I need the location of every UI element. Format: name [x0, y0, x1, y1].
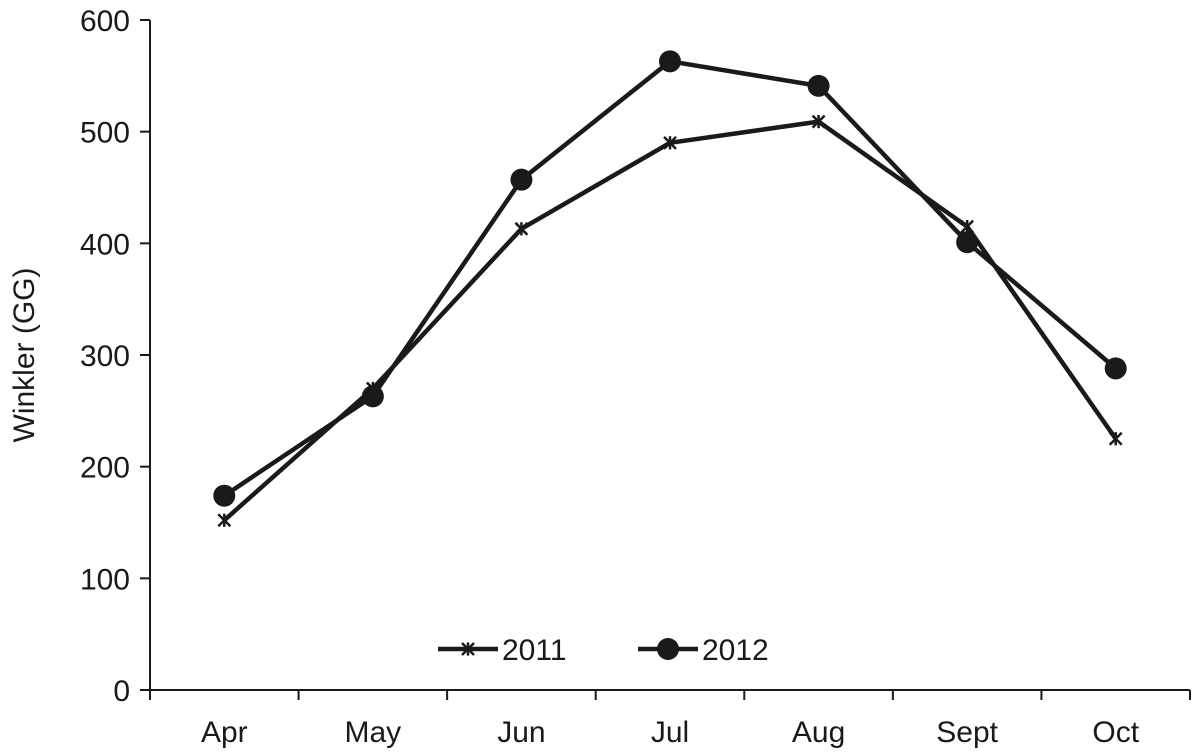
y-tick-label: 400	[80, 228, 130, 261]
x-tick-label: Jul	[651, 716, 689, 749]
data-point-2011	[663, 135, 677, 150]
y-tick-label: 100	[80, 563, 130, 596]
x-tick-label: May	[345, 716, 402, 749]
legend-marker-asterisk	[461, 642, 475, 656]
data-point-2012	[213, 484, 236, 507]
data-point-2011	[811, 114, 826, 129]
series-line-2012	[223, 59, 1118, 498]
y-tick-label: 0	[113, 675, 130, 708]
series-layer	[213, 50, 1127, 528]
data-point-2012	[510, 168, 533, 191]
x-tick-label: Sept	[936, 716, 998, 749]
y-axis-title: Winkler (GG)	[8, 268, 41, 443]
data-point-2011	[217, 513, 232, 528]
legend-entry-2012: 2012	[638, 634, 769, 667]
y-tick-label: 300	[80, 340, 130, 373]
legend-label: 2012	[702, 634, 769, 667]
legend: 2011 2012	[438, 634, 769, 667]
data-point-2012	[956, 231, 979, 254]
data-point-2012	[1104, 357, 1127, 380]
legend-entry-2011: 2011	[438, 634, 567, 667]
legend-marker-circle	[657, 638, 679, 660]
series-line-2011	[222, 119, 1118, 522]
x-tick-label: Jun	[497, 716, 545, 749]
data-point-2012	[361, 385, 384, 408]
data-point-2012	[807, 74, 830, 97]
data-point-2011	[960, 219, 975, 234]
data-point-2011	[514, 221, 529, 236]
legend-label: 2011	[502, 634, 567, 667]
y-tick-label: 600	[80, 5, 130, 38]
series-2012	[213, 50, 1127, 507]
y-tick-label: 500	[80, 117, 130, 150]
data-point-2011	[1108, 431, 1123, 446]
x-tick-label: Oct	[1092, 716, 1139, 749]
series-2011	[217, 114, 1123, 528]
data-point-2012	[659, 50, 681, 73]
x-tick-label: Aug	[792, 716, 845, 749]
y-tick-label: 200	[80, 452, 130, 485]
axes: 0 100 200 300 400 500 600 Apr May Jun Jul Aug Sept Oc…	[8, 5, 1191, 749]
x-tick-label: Apr	[201, 716, 248, 749]
